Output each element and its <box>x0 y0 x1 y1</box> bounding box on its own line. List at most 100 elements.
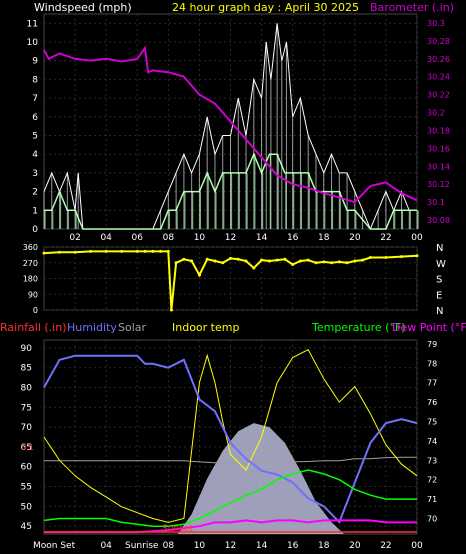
wind-direction-point <box>159 249 163 253</box>
y2-tick-label: 30.08 <box>427 216 450 225</box>
y2-tick-label: 30.1 <box>427 198 445 207</box>
y-tick-label: 70 <box>21 423 33 433</box>
y-tick-label: 3 <box>32 169 38 179</box>
wind-direction-point <box>236 257 240 261</box>
y2-tick-label: 30.14 <box>427 162 450 171</box>
y-tick-label: 0 <box>33 306 38 315</box>
wind-direction-panel: 360 N 270 W 180 S 90 E 0 N <box>23 243 446 317</box>
series-solar <box>44 456 417 464</box>
x-tick-label: 04 <box>100 233 112 243</box>
x-tick-label: 06 <box>132 233 144 243</box>
y2-tick-label: 30.24 <box>427 73 450 82</box>
y-tick-label: 65 <box>21 443 32 453</box>
wind-direction-point <box>169 308 173 312</box>
wind-direction-point <box>384 256 388 259</box>
moon-set-label: Moon Set <box>33 541 76 551</box>
wind-direction-point <box>190 259 194 263</box>
y-tick-label: 9 <box>32 57 38 67</box>
y-tick-label: 8 <box>32 75 38 85</box>
y2-tick-label: 30.2 <box>427 109 445 118</box>
y2-tick-label: 70 <box>427 514 437 523</box>
x-tick-label: 20 <box>349 541 361 551</box>
wind-direction-point <box>166 249 170 253</box>
legend-humidity: Humidity <box>67 321 117 334</box>
wind-direction-point <box>151 249 155 253</box>
wind-direction-point <box>322 260 326 264</box>
series-humidity <box>43 354 418 524</box>
x-tick-label: 10 <box>194 233 206 243</box>
wind-direction-point <box>353 259 357 263</box>
y-tick-label: 0 <box>32 225 38 235</box>
x-tick-label: 18 <box>318 233 330 243</box>
y2-tick-label: 75 <box>427 417 437 426</box>
y2-tick-label: 30.12 <box>427 180 450 189</box>
compass-letter: N <box>436 243 443 254</box>
y-tick-label: 1 <box>32 206 38 216</box>
wind-direction-point <box>205 257 209 261</box>
wind-direction-point <box>135 249 139 253</box>
wind-direction-point <box>120 249 124 253</box>
wind-direction-point <box>337 260 341 264</box>
y2-tick-label: 30.18 <box>427 126 450 135</box>
legend-rainfall: Rainfall (.in) <box>0 321 67 334</box>
wind-direction-point <box>143 249 147 253</box>
y-tick-label: 80 <box>21 384 33 394</box>
wind-direction-point <box>291 263 295 266</box>
wind-direction-point <box>182 257 186 261</box>
compass-letter: E <box>436 290 442 301</box>
series-indoor-temp <box>43 349 418 523</box>
legend-temperature: Temperature (°F) <box>311 321 406 334</box>
x-tick-label: 18 <box>318 541 330 551</box>
wind-direction-point <box>283 257 287 261</box>
wind-direction-point <box>275 258 279 262</box>
y-tick-label: 90 <box>28 290 38 299</box>
y-tick-label: 270 <box>23 259 38 268</box>
wind-direction-point <box>368 256 372 259</box>
windspeed-axis-title: Windspeed (mph) <box>34 1 132 14</box>
graph-title: 24 hour graph day : April 30 2025 <box>172 1 359 14</box>
wind-direction-point <box>221 261 225 265</box>
wind-direction-point <box>415 254 419 258</box>
x-tick-label: 12 <box>225 541 236 551</box>
x-tick-label: 14 <box>256 233 268 243</box>
x-tick-label: 16 <box>287 541 299 551</box>
y-tick-label: 4 <box>32 150 38 160</box>
x-tick-label: 22 <box>380 233 391 243</box>
y-tick-label: 2 <box>32 188 38 198</box>
temperature-humidity-panel: 45 50 55 60 65 70 75 80 85 90 70 71 72 73 74 75 76 77 78 79… <box>21 339 437 551</box>
x-tick-label: 10 <box>194 541 206 551</box>
x-tick-label: 22 <box>380 541 391 551</box>
wind-direction-point <box>174 261 178 265</box>
wind-direction-point <box>361 258 365 262</box>
y-tick-label: 55 <box>21 482 32 492</box>
y-tick-label: 85 <box>21 364 32 374</box>
wind-direction-point <box>260 258 264 262</box>
y2-tick-label: 73 <box>427 456 437 465</box>
series-temperature <box>43 469 417 527</box>
wind-direction-point <box>267 259 271 263</box>
windspeed-barometer-panel: 02 04 06 08 10 12 14 16 18 20 22 000123456789101130… <box>27 13 450 243</box>
wind-direction-point <box>104 249 108 253</box>
x-tick-label: 02 <box>69 233 80 243</box>
x-tick-label: 16 <box>287 233 299 243</box>
y2-tick-label: 30.28 <box>427 37 450 46</box>
wind-direction-point <box>42 251 46 255</box>
wind-direction-point <box>306 258 310 262</box>
wind-direction-point <box>229 256 232 260</box>
y-tick-label: 90 <box>21 344 33 354</box>
wind-direction-point <box>213 259 217 263</box>
compass-letter: W <box>436 259 446 270</box>
y2-tick-label: 74 <box>427 437 437 446</box>
barometer-axis-title: Barometer (.in) <box>370 1 454 14</box>
x-tick-label: 12 <box>225 233 236 243</box>
y2-tick-label: 30.26 <box>427 55 450 64</box>
y-tick-label: 7 <box>32 94 38 104</box>
y-tick-label: 360 <box>23 243 38 252</box>
x-tick-label: 00 <box>411 233 423 243</box>
y-tick-label: 6 <box>32 113 38 123</box>
y2-tick-label: 72 <box>427 476 437 485</box>
series-barometer <box>43 45 418 204</box>
sunset-label: Sunset <box>162 524 193 534</box>
wind-direction-point <box>314 261 318 265</box>
